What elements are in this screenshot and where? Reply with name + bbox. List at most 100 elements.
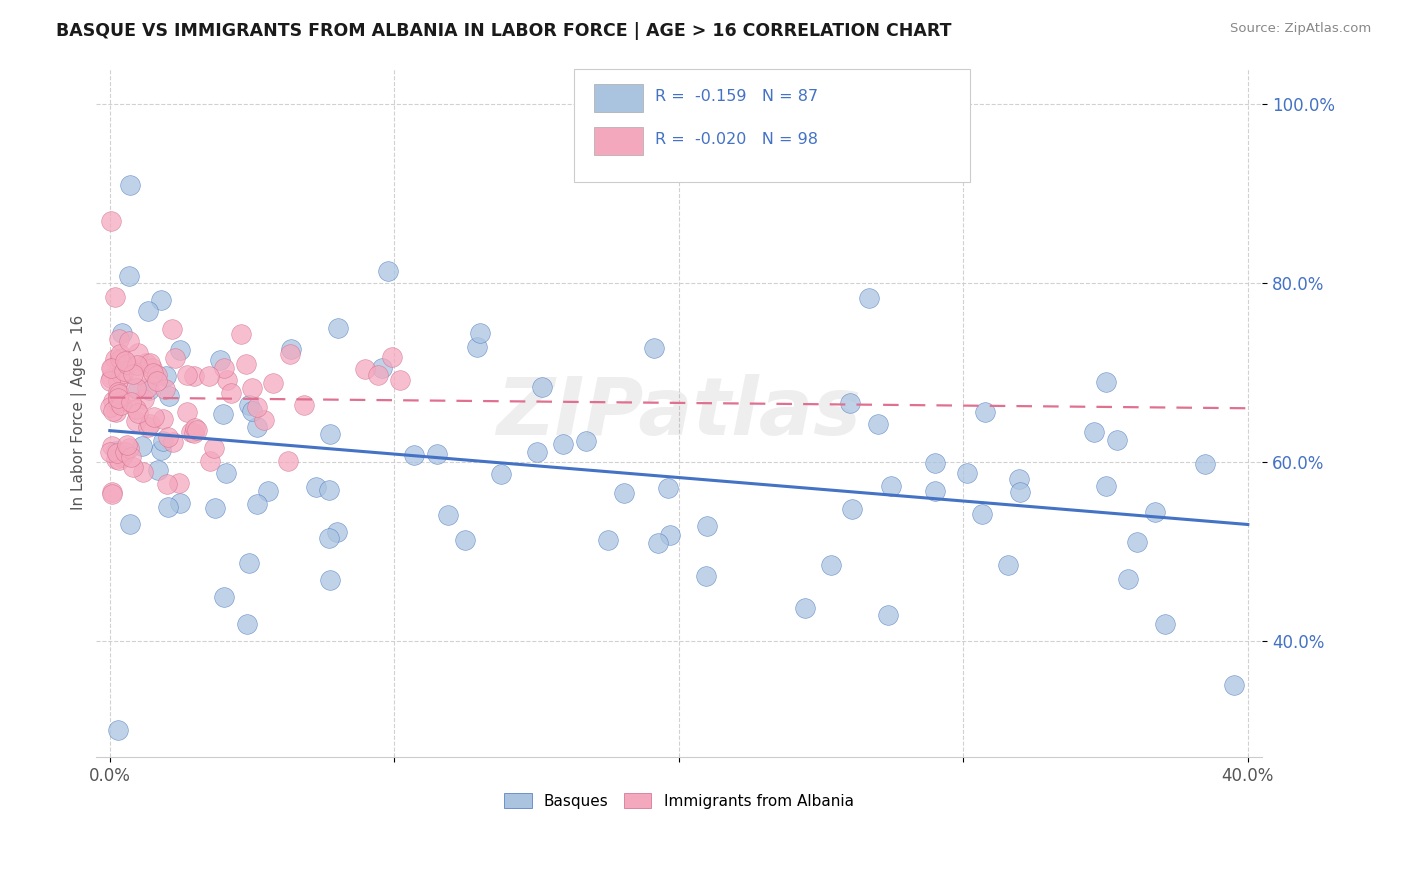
Point xyxy=(489,467,512,482)
Point xyxy=(866,417,889,431)
Point xyxy=(841,501,863,516)
Point xyxy=(100,486,122,500)
Point xyxy=(118,334,141,348)
Point xyxy=(877,608,900,623)
Point xyxy=(120,394,142,409)
Point xyxy=(262,376,284,390)
Point xyxy=(240,403,263,417)
Point xyxy=(101,394,124,409)
Point xyxy=(1095,478,1118,492)
Point xyxy=(138,384,160,398)
Point xyxy=(838,396,860,410)
Point xyxy=(149,293,172,308)
Point xyxy=(157,430,180,444)
Point xyxy=(100,360,122,375)
Point xyxy=(318,531,340,545)
Point xyxy=(125,401,148,416)
Point xyxy=(110,398,132,412)
Point xyxy=(318,574,340,588)
Point xyxy=(101,404,124,418)
Point xyxy=(111,326,134,340)
Point xyxy=(240,381,263,395)
Point xyxy=(142,366,165,380)
Point xyxy=(371,361,394,376)
Point xyxy=(145,368,167,383)
Point xyxy=(157,500,180,514)
Point xyxy=(169,343,191,358)
Point xyxy=(141,360,163,375)
Point xyxy=(325,524,347,539)
Point xyxy=(924,456,946,470)
Point xyxy=(280,342,302,356)
Point xyxy=(574,434,596,449)
Point xyxy=(292,399,315,413)
Point xyxy=(125,414,148,428)
Point xyxy=(136,304,159,318)
Point xyxy=(1083,425,1105,439)
Point xyxy=(105,446,128,460)
Point xyxy=(100,484,122,499)
Point xyxy=(139,417,162,432)
Point xyxy=(110,368,132,382)
Point xyxy=(152,434,174,448)
Point xyxy=(111,367,134,381)
Point xyxy=(118,441,141,455)
Point xyxy=(209,353,232,368)
Point xyxy=(198,454,221,468)
Point xyxy=(135,356,157,370)
Point xyxy=(110,354,132,368)
Point xyxy=(1094,375,1116,389)
Point xyxy=(98,445,121,459)
Point xyxy=(107,374,129,388)
Point xyxy=(98,401,121,415)
Bar xyxy=(593,127,643,154)
Text: R =  -0.020   N = 98: R = -0.020 N = 98 xyxy=(655,132,818,147)
Point xyxy=(160,321,183,335)
Point xyxy=(858,291,880,305)
Point xyxy=(318,483,340,498)
Point xyxy=(105,444,128,458)
Point xyxy=(956,466,979,480)
Point xyxy=(215,373,238,387)
Point xyxy=(319,427,342,442)
Point xyxy=(468,326,491,340)
Point xyxy=(107,723,129,738)
Point xyxy=(354,361,377,376)
Point xyxy=(120,516,142,531)
Point xyxy=(1126,534,1149,549)
Point xyxy=(112,393,135,408)
Point xyxy=(377,264,399,278)
Point xyxy=(278,347,301,361)
Text: ZIPatlas: ZIPatlas xyxy=(496,374,862,451)
Point xyxy=(256,483,278,498)
Point xyxy=(695,568,717,582)
Point xyxy=(215,466,238,480)
Point xyxy=(657,481,679,495)
Point xyxy=(367,368,389,383)
Point xyxy=(1143,505,1166,519)
Point xyxy=(880,479,903,493)
Point xyxy=(157,389,180,403)
Point xyxy=(612,486,634,500)
Point xyxy=(1116,572,1139,586)
Point xyxy=(100,213,122,227)
Point xyxy=(596,533,619,547)
Point xyxy=(526,445,548,459)
Point xyxy=(100,440,122,454)
Point xyxy=(186,423,208,437)
Point xyxy=(246,420,269,434)
Point xyxy=(997,558,1019,573)
Point xyxy=(114,444,136,458)
Point xyxy=(696,518,718,533)
Text: Source: ZipAtlas.com: Source: ZipAtlas.com xyxy=(1230,22,1371,36)
Point xyxy=(167,476,190,491)
Point xyxy=(107,395,129,409)
Point xyxy=(127,346,149,360)
Point xyxy=(115,438,138,452)
Point xyxy=(253,413,276,427)
Point xyxy=(105,405,128,419)
Point xyxy=(793,600,815,615)
Point xyxy=(238,398,260,412)
Point xyxy=(1153,616,1175,631)
Point xyxy=(219,386,242,401)
